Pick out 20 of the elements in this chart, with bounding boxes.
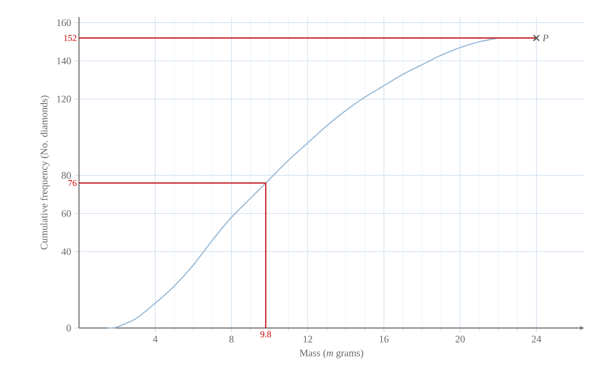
x-tick-label: 16 (380, 336, 389, 342)
y-tick-label: 160 (57, 19, 71, 26)
y-tick-label: 80 (62, 172, 71, 179)
x-tick-label: 4 (152, 336, 158, 342)
y-tick-label: 120 (57, 96, 71, 102)
y-tick-label: 60 (62, 210, 71, 217)
x-tick-label: 12 (304, 336, 312, 342)
annotation: P (542, 34, 548, 42)
x-tick-label: 8 (229, 336, 234, 342)
annotation: 9.8 (260, 331, 272, 338)
annotation: 76 (68, 180, 77, 186)
line-series (106, 37, 499, 329)
annotation: 152 (64, 34, 76, 42)
x-axis-title: Mass (m grams) (300, 349, 364, 358)
x-tick-label: 24 (532, 336, 542, 342)
y-tick-label: 0 (66, 324, 71, 332)
y-axis-title: Cumulative frequency (No. diamonds) (40, 96, 50, 250)
x-tick-label: 20 (456, 336, 465, 342)
y-tick-label: 40 (61, 248, 71, 256)
y-tick-label: 140 (57, 58, 71, 64)
